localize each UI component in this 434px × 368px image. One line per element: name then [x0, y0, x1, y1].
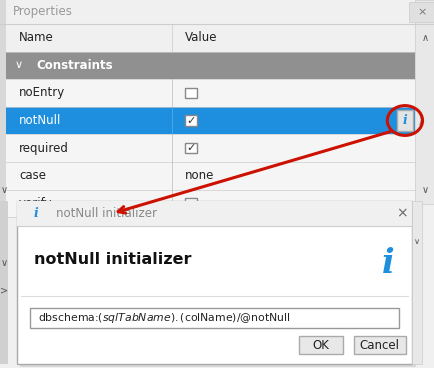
FancyBboxPatch shape: [0, 201, 8, 364]
Text: ∨: ∨: [0, 258, 7, 268]
Text: noEntry: noEntry: [19, 86, 65, 99]
Text: Value: Value: [184, 31, 217, 44]
Text: ∨: ∨: [0, 185, 7, 195]
Text: i: i: [381, 247, 394, 280]
FancyBboxPatch shape: [6, 162, 414, 190]
Text: notNull initializer: notNull initializer: [34, 252, 191, 267]
FancyBboxPatch shape: [184, 143, 197, 153]
FancyBboxPatch shape: [353, 336, 405, 354]
FancyBboxPatch shape: [6, 24, 414, 52]
FancyBboxPatch shape: [184, 116, 197, 126]
FancyBboxPatch shape: [408, 2, 434, 22]
Text: i: i: [401, 114, 406, 127]
FancyBboxPatch shape: [16, 201, 411, 226]
Text: notNull: notNull: [19, 114, 61, 127]
Text: required: required: [19, 142, 69, 155]
Text: ): ): [417, 114, 421, 127]
FancyBboxPatch shape: [411, 201, 421, 364]
FancyBboxPatch shape: [0, 0, 434, 204]
Text: i: i: [34, 207, 39, 220]
Text: ×: ×: [395, 206, 406, 220]
FancyBboxPatch shape: [30, 308, 398, 328]
Text: case: case: [19, 169, 46, 182]
FancyBboxPatch shape: [6, 79, 414, 107]
FancyBboxPatch shape: [16, 201, 411, 364]
FancyBboxPatch shape: [20, 204, 415, 367]
FancyBboxPatch shape: [299, 336, 342, 354]
FancyBboxPatch shape: [0, 0, 434, 24]
FancyBboxPatch shape: [184, 88, 197, 98]
Text: ∨: ∨: [15, 60, 23, 70]
Text: ∨: ∨: [413, 237, 419, 246]
Text: >: >: [0, 286, 8, 296]
Text: ∧: ∧: [421, 33, 428, 43]
Text: Name: Name: [19, 31, 54, 44]
FancyBboxPatch shape: [414, 0, 434, 204]
FancyBboxPatch shape: [6, 107, 414, 134]
Text: notNull initializer: notNull initializer: [56, 207, 156, 220]
FancyBboxPatch shape: [396, 110, 412, 131]
Text: Properties: Properties: [13, 6, 73, 18]
Text: ✓: ✓: [186, 143, 195, 153]
FancyBboxPatch shape: [6, 190, 414, 217]
Text: OK: OK: [312, 339, 329, 352]
Text: dbschema:$(sqlTabName).$(colName)/@notNull: dbschema:$(sqlTabName).$(colName)/@notNu…: [38, 311, 290, 325]
FancyArrowPatch shape: [118, 132, 389, 213]
Text: Cancel: Cancel: [359, 339, 399, 352]
FancyBboxPatch shape: [0, 0, 6, 204]
Text: verify: verify: [19, 197, 53, 210]
FancyBboxPatch shape: [184, 198, 197, 208]
Text: ∨: ∨: [421, 185, 428, 195]
Text: Constraints: Constraints: [36, 59, 113, 72]
Text: ✓: ✓: [186, 116, 195, 125]
Text: ×: ×: [416, 7, 426, 17]
FancyBboxPatch shape: [6, 52, 414, 79]
FancyBboxPatch shape: [6, 134, 414, 162]
Text: none: none: [184, 169, 214, 182]
